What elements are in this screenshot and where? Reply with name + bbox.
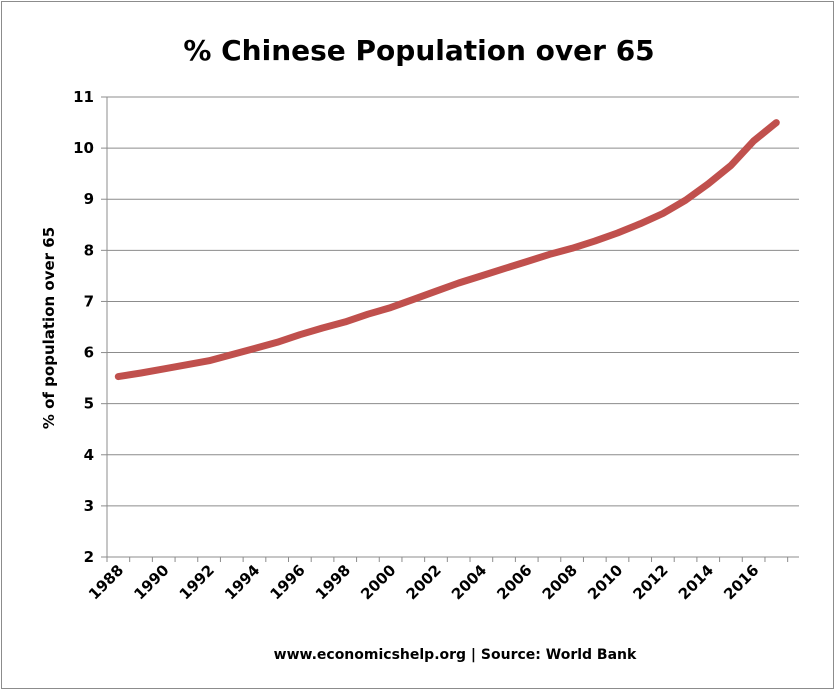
x-tick-label: 1992 bbox=[176, 561, 218, 603]
y-tick-label: 8 bbox=[84, 241, 94, 259]
y-tick-label: 5 bbox=[84, 395, 94, 413]
x-tick-label: 1988 bbox=[85, 561, 127, 603]
y-tick-label: 3 bbox=[84, 497, 94, 515]
chart-title: % Chinese Population over 65 bbox=[183, 34, 654, 67]
x-tick-label: 2012 bbox=[629, 561, 671, 603]
y-tick-label: 4 bbox=[84, 446, 94, 464]
x-tick-label: 1990 bbox=[130, 561, 172, 603]
x-tick-label: 2000 bbox=[357, 561, 399, 603]
source-note: www.economicshelp.org | Source: World Ba… bbox=[274, 647, 637, 663]
y-axis-label: % of population over 65 bbox=[40, 227, 58, 429]
y-tick-label: 9 bbox=[84, 190, 94, 208]
x-tick-label: 2006 bbox=[493, 561, 535, 603]
y-tick-label: 10 bbox=[73, 139, 94, 157]
x-tick-label: 2002 bbox=[403, 561, 445, 603]
series-line bbox=[114, 119, 780, 381]
x-tick-label: 1996 bbox=[266, 561, 308, 603]
y-tick-label: 7 bbox=[84, 292, 94, 310]
gridlines bbox=[107, 96, 799, 507]
x-tick-label: 1998 bbox=[312, 561, 354, 603]
x-tick-label: 2004 bbox=[448, 561, 490, 603]
axes bbox=[101, 96, 799, 562]
series-layer bbox=[114, 119, 780, 381]
y-tick-label: 6 bbox=[84, 344, 94, 362]
x-tick-labels: 1988 1990 1992 1994 1996 1998 2000 2002 2004 2006… bbox=[85, 561, 763, 603]
x-tick-label: 2016 bbox=[720, 561, 762, 603]
x-tick-label: 2014 bbox=[675, 561, 717, 603]
x-tick-label: 2008 bbox=[539, 561, 581, 603]
x-tick-label: 2010 bbox=[584, 561, 626, 603]
x-tick-label: 1994 bbox=[221, 561, 263, 603]
y-tick-label: 11 bbox=[73, 88, 94, 106]
y-tick-labels: 2 3 4 5 6 7 8 9 10 11 bbox=[73, 88, 94, 566]
y-tick-label: 2 bbox=[84, 548, 94, 566]
